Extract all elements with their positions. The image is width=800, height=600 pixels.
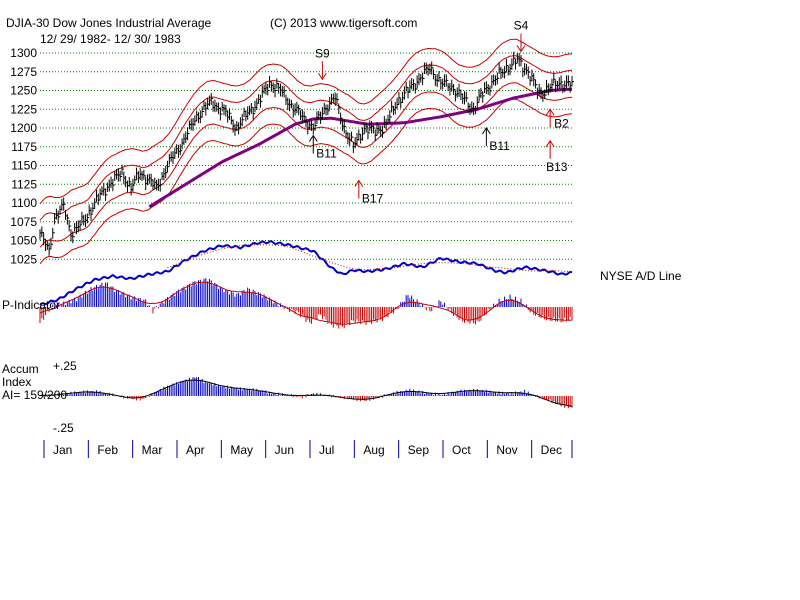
signal-arrow-head bbox=[308, 134, 318, 142]
accum-panel bbox=[40, 377, 573, 409]
index-label: Index bbox=[2, 375, 31, 389]
ad-line-label: NYSE A/D Line bbox=[600, 269, 682, 283]
accum-average bbox=[40, 379, 573, 407]
signal-arrow-head bbox=[481, 127, 491, 135]
p-indicator-average bbox=[39, 281, 573, 325]
month-label: Aug bbox=[363, 443, 384, 457]
month-label: Apr bbox=[186, 443, 205, 457]
month-axis: Jan Feb Mar Apr May Jun Jul Aug Sep Oct Nov Dec bbox=[43, 440, 573, 458]
y-tick-label: 1075 bbox=[10, 215, 37, 229]
signal-label: S9 bbox=[315, 46, 330, 60]
ad-line-average bbox=[167, 244, 573, 273]
signal-label: B13 bbox=[546, 160, 568, 174]
y-tick-label: 1225 bbox=[10, 102, 37, 116]
p-indicator-label: P-Indicator bbox=[2, 298, 60, 312]
month-label: Nov bbox=[496, 443, 517, 457]
y-tick-label: 1050 bbox=[10, 234, 37, 248]
signal-label: B17 bbox=[362, 192, 384, 206]
signal-arrow-head bbox=[354, 179, 364, 187]
accum-bottom-label: -.25 bbox=[53, 421, 74, 435]
y-tick-label: 1025 bbox=[10, 252, 37, 266]
signal-arrow-head bbox=[516, 45, 526, 53]
accum-label: Accum bbox=[2, 362, 39, 376]
signal-label: B11 bbox=[489, 139, 510, 153]
signal-arrow-head bbox=[545, 139, 555, 148]
signal-arrow-head bbox=[545, 108, 555, 116]
y-tick-label: 1275 bbox=[10, 65, 37, 79]
signal-label: S4 bbox=[514, 19, 529, 33]
date-range: 12/ 29/ 1982- 12/ 30/ 1983 bbox=[40, 32, 181, 46]
y-tick-label: 1125 bbox=[11, 177, 37, 191]
moving-average-line bbox=[148, 87, 573, 209]
month-label: Sep bbox=[408, 443, 430, 457]
month-label: Oct bbox=[452, 443, 471, 457]
month-label: Jun bbox=[275, 443, 294, 457]
y-tick-label: 1250 bbox=[10, 84, 37, 98]
chart-title: DJIA-30 Dow Jones Industrial Average bbox=[6, 16, 212, 30]
signal-arrow-head bbox=[317, 72, 327, 81]
month-label: Feb bbox=[97, 443, 118, 457]
lower-band bbox=[39, 98, 573, 265]
signal-label: B2 bbox=[554, 116, 569, 130]
y-tick-label: 1100 bbox=[11, 196, 37, 210]
month-label: Jul bbox=[319, 443, 334, 457]
price-bars bbox=[39, 51, 574, 256]
inner-lower-band bbox=[39, 82, 573, 248]
month-label: Jan bbox=[53, 443, 72, 457]
signal-label: B11 bbox=[316, 147, 337, 161]
price-ticks: 1300 1275 1250 1225 1200 1175 1150 1125 1100 1075… bbox=[10, 46, 37, 266]
moving-average bbox=[148, 87, 573, 209]
month-label: Mar bbox=[142, 443, 163, 457]
y-tick-label: 1300 bbox=[10, 46, 37, 60]
ad-line bbox=[39, 240, 573, 306]
copyright-text: (C) 2013 www.tigersoft.com bbox=[270, 16, 417, 30]
y-tick-label: 1175 bbox=[11, 140, 37, 154]
signals: S9 S4 B11 B17 B11 B2 B13 bbox=[308, 19, 569, 206]
y-tick-label: 1200 bbox=[10, 121, 37, 135]
p-indicator-panel bbox=[39, 278, 573, 329]
month-label: Dec bbox=[541, 443, 562, 457]
accum-top-label: +.25 bbox=[53, 359, 77, 373]
ai-value-label: AI= 159/200 bbox=[2, 388, 67, 402]
bollinger-bands bbox=[39, 38, 573, 265]
inner-upper-band bbox=[39, 55, 573, 221]
y-tick-label: 1150 bbox=[11, 159, 37, 173]
ad-line-series bbox=[39, 240, 573, 306]
month-label: May bbox=[230, 443, 253, 457]
upper-band bbox=[39, 38, 573, 205]
